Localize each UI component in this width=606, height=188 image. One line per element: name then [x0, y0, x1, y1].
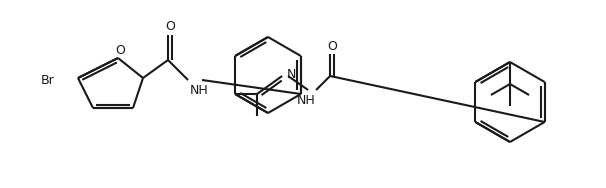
Text: N: N — [287, 67, 296, 80]
Text: NH: NH — [297, 93, 316, 106]
Text: O: O — [115, 43, 125, 57]
Text: NH: NH — [190, 83, 208, 96]
Text: O: O — [327, 39, 337, 52]
Text: Br: Br — [40, 74, 54, 86]
Text: O: O — [165, 20, 175, 33]
